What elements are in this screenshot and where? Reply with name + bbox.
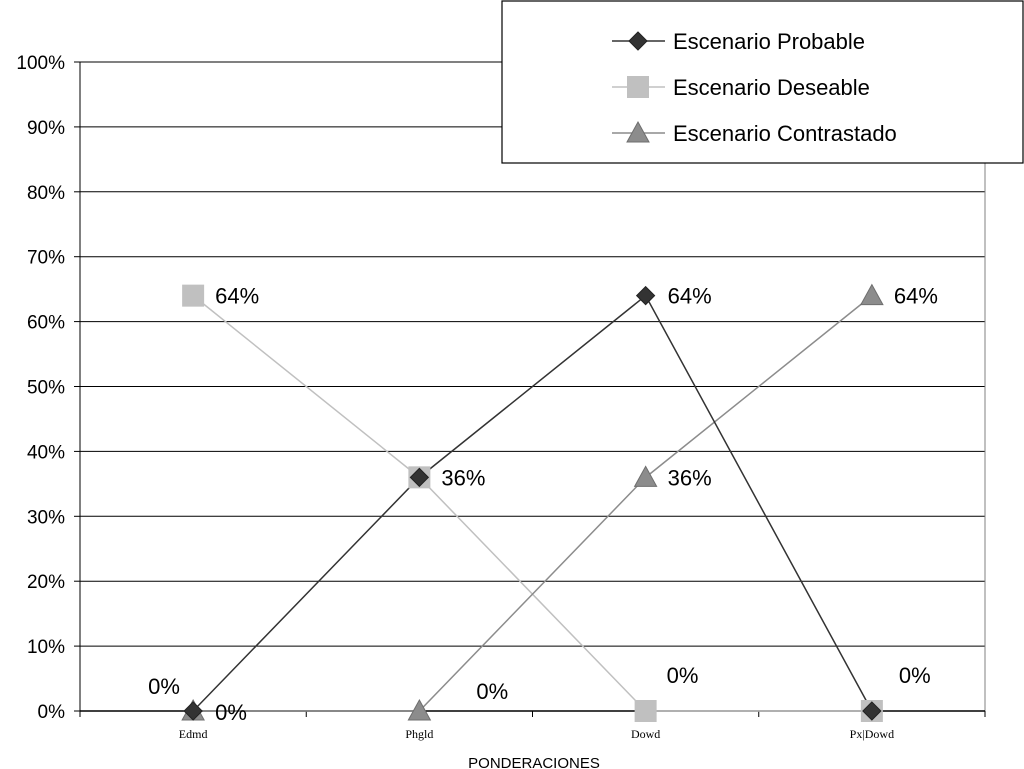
marker-square <box>182 284 205 307</box>
y-tick-label: 0% <box>38 702 66 723</box>
y-tick-label: 30% <box>27 507 65 528</box>
series-group <box>181 283 884 722</box>
data-label: 64% <box>668 284 712 309</box>
y-tick-label: 20% <box>27 572 65 593</box>
data-label: 0% <box>476 679 508 704</box>
legend: Escenario Probable Escenario Deseable Esce… <box>501 0 1024 164</box>
marker-diamond <box>628 31 648 51</box>
data-label: 36% <box>668 465 712 490</box>
data-label: 36% <box>441 465 485 490</box>
x-axis-title: PONDERACIONES <box>468 755 600 769</box>
series-line <box>192 295 872 712</box>
x-axis-tick-labels: Edmd Phgld Dowd Px|Dowd <box>179 727 894 741</box>
marker-triangle <box>626 120 650 143</box>
legend-entry: Escenario Deseable <box>673 75 870 100</box>
marker-diamond <box>635 285 656 306</box>
y-axis-tick-labels: 0% 10% 20% 30% 40% 50% 60% 70% 80% 90% 100% <box>16 53 65 723</box>
marker-diamond <box>862 701 882 721</box>
legend-box <box>501 0 1024 164</box>
marker-triangle <box>407 698 432 721</box>
series-line <box>192 294 873 712</box>
gridlines <box>74 61 985 712</box>
marker-triangle <box>860 283 884 306</box>
marker-square <box>634 700 657 722</box>
y-tick-label: 50% <box>27 378 65 399</box>
marker-square <box>627 76 649 98</box>
data-label: 0% <box>899 663 931 688</box>
marker-diamond <box>409 467 430 488</box>
x-tick-label: Edmd <box>179 727 208 741</box>
legend-entry: Escenario Contrastado <box>673 121 897 146</box>
data-label: 0% <box>148 674 180 699</box>
x-tick-label: Px|Dowd <box>850 727 894 741</box>
marker-triangle <box>633 465 658 487</box>
data-label: 64% <box>215 284 259 309</box>
series-line <box>193 295 873 712</box>
data-label: 0% <box>215 700 247 725</box>
data-labels: 0% 64% 64% 36% 0% 0% 0% 0% 36% 64% <box>148 284 938 725</box>
data-label: 0% <box>667 663 699 688</box>
y-tick-label: 70% <box>27 248 65 269</box>
y-tick-label: 40% <box>27 442 65 463</box>
y-tick-label: 90% <box>27 118 65 139</box>
data-label: 64% <box>894 284 938 309</box>
x-tick-label: Phgld <box>405 727 433 741</box>
marker-diamond <box>183 701 203 721</box>
y-tick-label: 10% <box>27 637 65 658</box>
y-tick-label: 100% <box>16 53 65 74</box>
x-tick-label: Dowd <box>631 727 660 741</box>
legend-entry: Escenario Probable <box>673 29 865 54</box>
y-tick-label: 60% <box>27 313 65 334</box>
y-tick-label: 80% <box>27 183 65 204</box>
